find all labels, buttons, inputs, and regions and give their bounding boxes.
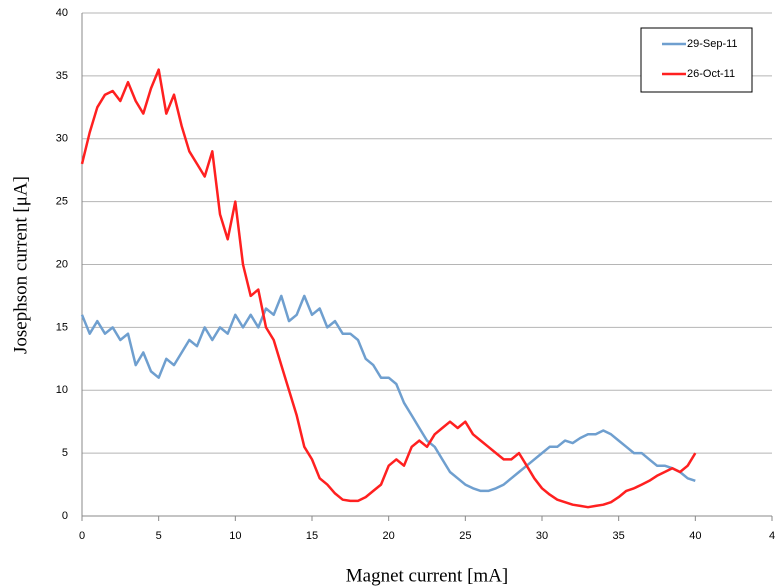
x-tick-label: 0 bbox=[79, 530, 85, 542]
y-tick-label: 35 bbox=[56, 70, 68, 82]
x-tick-label: 30 bbox=[536, 530, 548, 542]
legend-label: 26-Oct-11 bbox=[687, 68, 735, 80]
y-tick-label: 20 bbox=[56, 258, 68, 270]
y-tick-label: 25 bbox=[56, 196, 68, 208]
x-tick-label: 15 bbox=[306, 530, 318, 542]
x-tick-label: 25 bbox=[459, 530, 471, 542]
y-tick-label: 15 bbox=[56, 321, 68, 333]
y-tick-label: 40 bbox=[56, 7, 68, 19]
legend-label: 29-Sep-11 bbox=[687, 38, 738, 50]
y-tick-label: 30 bbox=[56, 133, 68, 145]
legend-box bbox=[640, 27, 753, 93]
x-tick-label: 4 bbox=[769, 530, 775, 542]
y-tick-label: 0 bbox=[62, 510, 68, 522]
x-tick-label: 10 bbox=[229, 530, 241, 542]
y-tick-label: 10 bbox=[56, 384, 68, 396]
data-line bbox=[80, 294, 696, 493]
y-tick-label: 5 bbox=[62, 447, 68, 459]
x-tick-label: 40 bbox=[689, 530, 701, 542]
y-axis-label: Josephson current [μA] bbox=[10, 176, 31, 354]
x-tick-label: 20 bbox=[383, 530, 395, 542]
data-line bbox=[80, 68, 697, 509]
x-axis-label: Magnet current [mA] bbox=[346, 565, 509, 586]
x-tick-label: 35 bbox=[613, 530, 625, 542]
x-tick-label: 5 bbox=[156, 530, 162, 542]
